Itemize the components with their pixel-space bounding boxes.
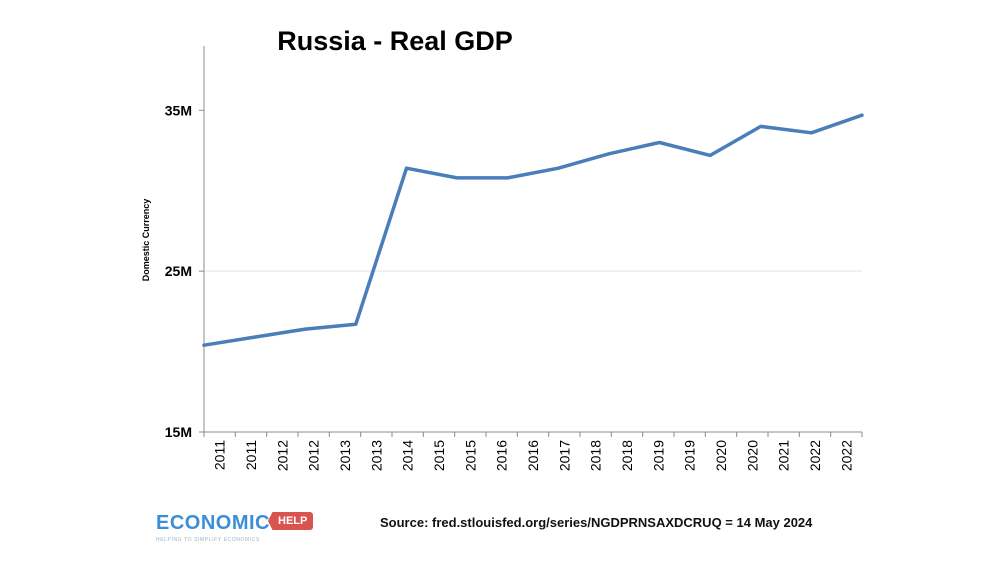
x-tick-label: 2019 xyxy=(682,440,698,471)
y-ticks: 15M 25M 35M xyxy=(165,102,204,440)
data-point xyxy=(658,141,662,144)
x-tick-label: 2012 xyxy=(306,440,322,471)
x-tick-label: 2013 xyxy=(337,440,353,471)
data-point xyxy=(202,343,206,347)
data-point xyxy=(506,176,510,180)
y-tick-label: 15M xyxy=(165,424,192,440)
logo-subtitle: HELPING TO SIMPLIFY ECONOMICS xyxy=(156,537,260,543)
data-point xyxy=(455,176,459,180)
y-axis-label: Domestic Currency xyxy=(141,199,151,282)
data-point xyxy=(556,166,560,170)
data-point xyxy=(253,335,257,339)
chart-title: Russia - Real GDP xyxy=(277,26,513,56)
x-tick-label: 2022 xyxy=(838,440,854,471)
x-tick-label: 2018 xyxy=(588,440,604,471)
data-point xyxy=(404,166,408,170)
logo-main-text: ECONOMICS xyxy=(156,512,284,534)
x-ticks: 2011 2011 2012 2012 2013 2013 2014 2015 2015 2016… xyxy=(203,432,863,471)
x-tick-label: 2011 xyxy=(212,440,228,470)
x-tick-label: 2016 xyxy=(525,440,541,471)
data-point xyxy=(607,152,611,156)
y-tick-label: 25M xyxy=(165,263,192,279)
x-tick-label: 2015 xyxy=(431,440,447,471)
economics-help-logo: ECONOMICS HELP HELPING TO SIMPLIFY ECONO… xyxy=(156,510,316,546)
data-point xyxy=(708,153,712,157)
x-tick-label: 2019 xyxy=(650,440,666,471)
x-tick-label: 2018 xyxy=(619,440,635,471)
x-tick-label: 2020 xyxy=(744,440,760,471)
x-tick-label: 2016 xyxy=(494,440,510,471)
x-tick-label: 2022 xyxy=(807,440,823,471)
data-point xyxy=(303,327,307,331)
data-point xyxy=(354,322,358,326)
y-tick-label: 35M xyxy=(165,102,192,118)
series xyxy=(202,113,864,347)
data-point xyxy=(759,124,763,128)
x-tick-label: 2015 xyxy=(462,440,478,471)
series-line-0 xyxy=(202,113,864,347)
logo-tag: HELP xyxy=(268,512,314,530)
data-point xyxy=(809,131,813,135)
x-tick-label: 2020 xyxy=(713,440,729,471)
x-tick-label: 2012 xyxy=(274,440,290,471)
x-tick-label: 2014 xyxy=(400,440,416,471)
x-tick-label: 2011 xyxy=(243,440,259,470)
x-tick-label: 2021 xyxy=(776,440,792,471)
data-point xyxy=(860,113,864,117)
x-tick-label: 2017 xyxy=(556,440,572,471)
source-text: Source: fred.stlouisfed.org/series/NGDPR… xyxy=(380,515,813,530)
x-tick-label: 2013 xyxy=(368,440,384,471)
